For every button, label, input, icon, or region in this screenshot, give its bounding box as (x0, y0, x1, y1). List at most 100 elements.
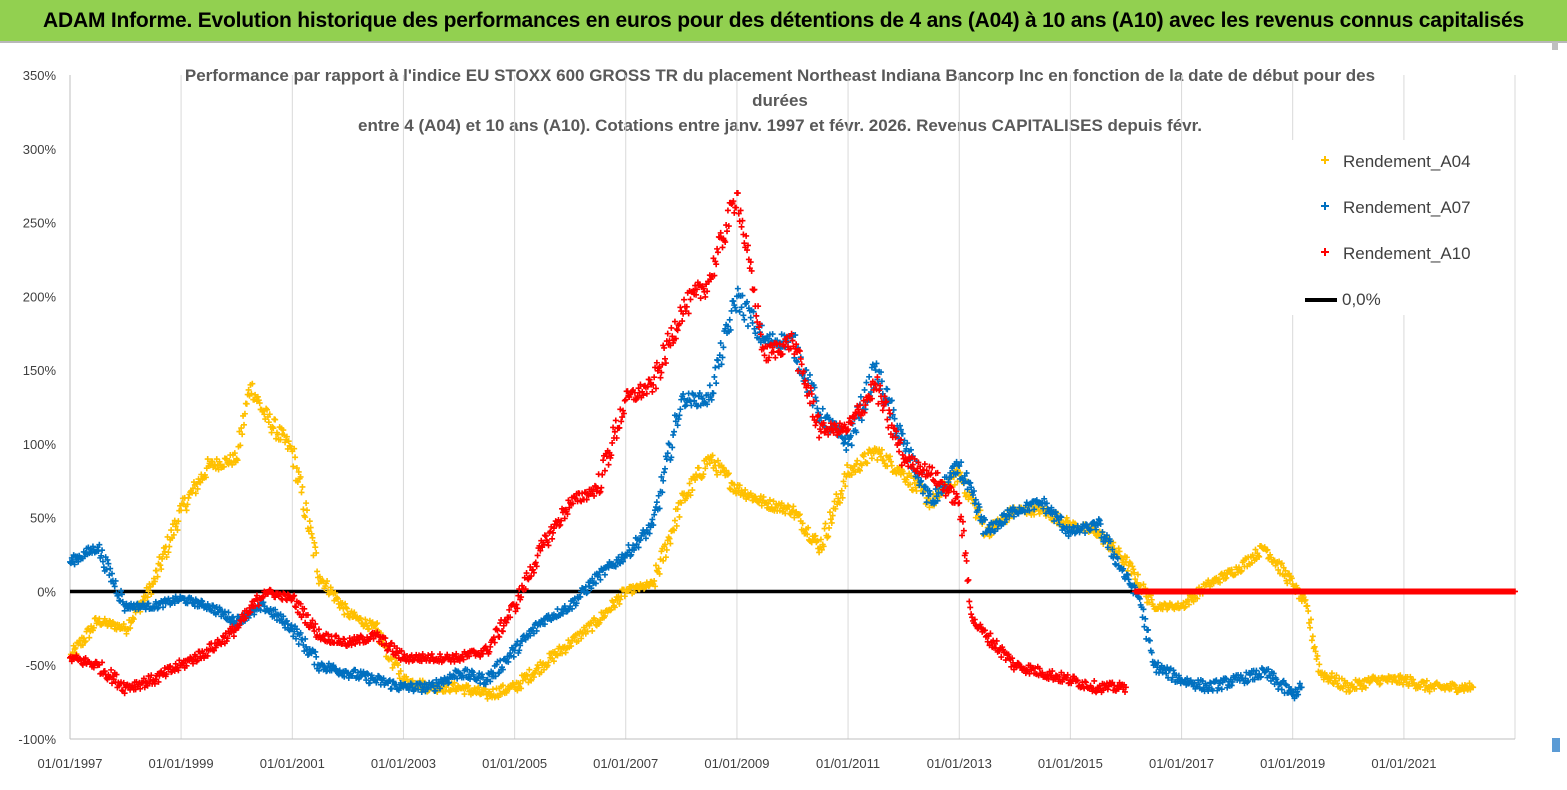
data-point (625, 587, 632, 594)
data-point (284, 621, 291, 628)
data-point (272, 416, 279, 423)
data-point (568, 643, 575, 650)
data-point (380, 675, 387, 682)
data-point (833, 425, 840, 432)
data-point (1036, 510, 1043, 517)
data-point (611, 562, 618, 569)
x-tick-label: 01/01/2019 (1260, 756, 1325, 771)
data-point (1203, 682, 1210, 689)
data-point (1328, 670, 1335, 677)
data-point (290, 593, 297, 600)
data-point (820, 543, 827, 550)
data-point (509, 646, 516, 653)
data-point (751, 286, 758, 293)
data-point (264, 406, 271, 413)
data-point (343, 605, 350, 612)
data-point (72, 644, 79, 651)
data-point (184, 501, 191, 508)
data-point (856, 467, 863, 474)
data-point (99, 558, 106, 565)
data-point (736, 308, 743, 315)
data-point (945, 489, 952, 496)
data-point (619, 414, 626, 421)
data-point (844, 427, 851, 434)
data-point (71, 646, 78, 653)
data-point (725, 470, 732, 477)
data-point (1082, 679, 1089, 686)
data-point (725, 223, 732, 230)
data-point (1124, 572, 1131, 579)
data-point (730, 298, 737, 305)
data-point (493, 661, 500, 668)
data-point (465, 682, 472, 689)
data-point (294, 478, 301, 485)
data-point (1063, 514, 1070, 521)
data-point (887, 410, 894, 417)
data-point (987, 630, 994, 637)
data-point (81, 639, 88, 646)
data-point (1400, 681, 1407, 688)
data-point (280, 427, 287, 434)
data-point (1191, 679, 1198, 686)
data-point (108, 680, 115, 687)
data-point (282, 624, 289, 631)
data-point (642, 535, 649, 542)
data-point (747, 314, 754, 321)
data-point (341, 673, 348, 680)
data-point (175, 667, 182, 674)
data-point (897, 471, 904, 478)
data-point (907, 446, 914, 453)
data-point (397, 668, 404, 674)
data-point (652, 385, 659, 392)
data-point (789, 337, 796, 344)
data-point (758, 502, 765, 509)
data-point (295, 641, 302, 648)
data-point (500, 622, 507, 629)
data-point (841, 439, 848, 446)
data-point (788, 330, 795, 337)
data-point (224, 635, 231, 642)
data-point (1423, 677, 1430, 684)
data-point (203, 465, 210, 472)
data-point (702, 465, 709, 472)
data-point (829, 426, 836, 433)
data-point (1268, 554, 1274, 561)
data-point (1344, 679, 1351, 686)
data-point (370, 635, 377, 642)
data-point (655, 565, 662, 572)
data-point (656, 570, 663, 577)
data-point (714, 457, 721, 464)
data-point (960, 527, 967, 534)
data-point (640, 392, 647, 399)
data-point (702, 293, 709, 300)
data-point (752, 330, 759, 337)
data-point (388, 656, 395, 663)
data-point (1296, 680, 1303, 687)
data-point (974, 507, 981, 514)
data-point (896, 448, 903, 455)
data-point (1253, 667, 1260, 674)
data-point (247, 609, 254, 616)
data-point (851, 414, 858, 421)
data-point (713, 380, 720, 387)
y-tick-label: 200% (23, 289, 57, 304)
data-point (737, 207, 744, 214)
data-point (916, 482, 923, 489)
data-point (1190, 598, 1197, 605)
data-point (953, 490, 960, 497)
data-point (384, 647, 391, 654)
data-point (496, 634, 503, 641)
data-point (933, 493, 940, 500)
data-point (856, 402, 863, 409)
data-point (733, 307, 740, 314)
corner-marker (1552, 738, 1560, 752)
data-point (612, 563, 619, 570)
data-point (482, 681, 489, 688)
data-point (1305, 608, 1312, 615)
data-point (545, 659, 552, 666)
data-point (743, 232, 750, 239)
data-point (977, 621, 984, 628)
data-point (1169, 674, 1176, 681)
data-point (1265, 666, 1272, 673)
data-point (805, 524, 812, 531)
